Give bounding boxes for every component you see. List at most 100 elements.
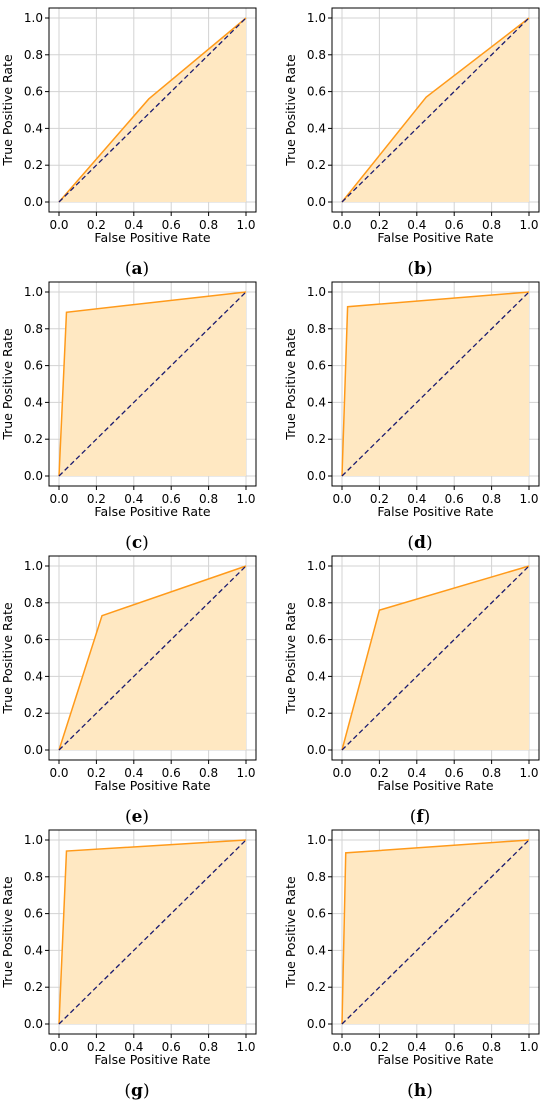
x-tick-label: 0.2 <box>370 218 389 232</box>
x-tick-label: 0.6 <box>445 218 464 232</box>
panel-caption: (a) <box>125 259 149 279</box>
y-tick-label: 1.0 <box>24 559 43 573</box>
y-tick-label: 0.0 <box>307 469 326 483</box>
caption-close-paren: ) <box>426 533 433 553</box>
caption-letter: e <box>132 807 143 827</box>
plot-frame <box>48 555 257 761</box>
x-tick-label: 0.0 <box>49 1040 68 1054</box>
roc-panel-f: 0.0 0.2 0.4 0.6 0.8 1.0 0.0 0.2 0.4 0.6 0.8 1.0 Fals… <box>283 555 540 827</box>
x-tick-label: 0.4 <box>407 492 426 506</box>
x-tick-label: 0.6 <box>445 492 464 506</box>
y-tick-label: 0.2 <box>307 158 326 172</box>
plot-frame <box>331 555 540 761</box>
chance-diagonal-line <box>58 291 247 477</box>
x-axis-label: False Positive Rate <box>94 778 210 793</box>
y-axis-label: True Positive Rate <box>0 328 15 441</box>
plot-frame <box>331 281 540 487</box>
y-tick-label: 0.2 <box>24 432 43 446</box>
x-tick-label: 0.4 <box>124 218 143 232</box>
y-axis-label: True Positive Rate <box>283 54 298 167</box>
caption-letter: g <box>131 1081 143 1101</box>
panel-caption: (d) <box>407 533 432 553</box>
chance-diagonal-line <box>341 17 530 203</box>
x-tick-label: 1.0 <box>519 1040 538 1054</box>
x-axis-label: False Positive Rate <box>377 504 493 519</box>
y-tick-label: 0.8 <box>307 48 326 62</box>
y-tick-label: 0.6 <box>307 359 326 373</box>
caption-open-paren: ( <box>407 533 414 553</box>
x-tick-label: 0.2 <box>87 218 106 232</box>
y-tick-label: 0.4 <box>24 943 43 957</box>
caption-letter: b <box>414 259 426 279</box>
caption-close-paren: ) <box>426 1081 433 1101</box>
x-tick-label: 0.2 <box>370 492 389 506</box>
x-tick-label: 0.6 <box>162 766 181 780</box>
x-tick-label: 0.0 <box>49 218 68 232</box>
panel-caption: (g) <box>124 1081 149 1101</box>
x-tick-label: 0.8 <box>482 218 501 232</box>
plot-frame <box>48 7 257 213</box>
x-tick-label: 0.4 <box>124 492 143 506</box>
chance-diagonal-line <box>58 17 247 203</box>
panel-caption: (h) <box>407 1081 433 1101</box>
y-axis-label: True Positive Rate <box>283 876 298 989</box>
y-axis-label: True Positive Rate <box>283 328 298 441</box>
roc-panel-d: 0.0 0.2 0.4 0.6 0.8 1.0 0.0 0.2 0.4 0.6 0.8 1.0 Fals… <box>283 281 540 553</box>
chance-diagonal-line <box>58 565 247 751</box>
caption-open-paren: ( <box>125 259 132 279</box>
x-tick-label: 0.2 <box>87 492 106 506</box>
y-tick-label: 0.0 <box>307 743 326 757</box>
caption-letter: f <box>416 807 425 827</box>
chance-diagonal-line <box>58 839 247 1025</box>
y-tick-label: 0.4 <box>307 395 326 409</box>
plot-frame <box>48 281 257 487</box>
x-tick-label: 0.4 <box>407 766 426 780</box>
roc-panel-b: 0.0 0.2 0.4 0.6 0.8 1.0 0.0 0.2 0.4 0.6 0.8 1.0 Fals… <box>283 7 540 279</box>
y-tick-label: 0.4 <box>24 395 43 409</box>
x-tick-label: 0.6 <box>162 1040 181 1054</box>
y-axis-label: True Positive Rate <box>0 54 15 167</box>
x-tick-label: 0.2 <box>87 766 106 780</box>
caption-open-paren: ( <box>124 1081 131 1101</box>
x-tick-label: 0.8 <box>199 218 218 232</box>
panel-caption: (f) <box>410 807 431 827</box>
roc-panel-g: 0.0 0.2 0.4 0.6 0.8 1.0 0.0 0.2 0.4 0.6 0.8 1.0 Fals… <box>0 829 257 1101</box>
y-tick-label: 0.8 <box>24 596 43 610</box>
x-tick-label: 0.8 <box>199 492 218 506</box>
x-tick-label: 0.0 <box>332 492 351 506</box>
y-tick-label: 1.0 <box>307 833 326 847</box>
x-tick-label: 0.8 <box>482 1040 501 1054</box>
y-tick-label: 1.0 <box>24 11 43 25</box>
x-tick-label: 1.0 <box>519 766 538 780</box>
caption-letter: c <box>132 533 142 553</box>
x-tick-label: 0.6 <box>445 766 464 780</box>
caption-open-paren: ( <box>125 533 132 553</box>
x-axis-label: False Positive Rate <box>377 1052 493 1067</box>
x-tick-label: 0.2 <box>370 766 389 780</box>
x-tick-label: 0.4 <box>124 766 143 780</box>
roc-panel-a: 0.0 0.2 0.4 0.6 0.8 1.0 0.0 0.2 0.4 0.6 0.8 1.0 Fals… <box>0 7 257 279</box>
y-tick-label: 0.4 <box>307 943 326 957</box>
x-axis-label: False Positive Rate <box>94 230 210 245</box>
y-tick-label: 0.0 <box>307 195 326 209</box>
y-tick-label: 0.8 <box>24 870 43 884</box>
y-tick-label: 0.4 <box>307 121 326 135</box>
y-tick-label: 0.8 <box>307 322 326 336</box>
y-axis-label: True Positive Rate <box>0 602 15 715</box>
plot-frame <box>331 7 540 213</box>
y-tick-label: 0.0 <box>24 469 43 483</box>
x-axis-label: False Positive Rate <box>377 230 493 245</box>
x-tick-label: 0.0 <box>332 218 351 232</box>
x-tick-label: 0.6 <box>162 218 181 232</box>
y-axis-label: True Positive Rate <box>283 602 298 715</box>
x-axis-label: False Positive Rate <box>94 1052 210 1067</box>
y-tick-label: 0.2 <box>24 980 43 994</box>
caption-close-paren: ) <box>424 807 431 827</box>
caption-open-paren: ( <box>407 1081 414 1101</box>
panel-caption: (b) <box>407 259 432 279</box>
x-tick-label: 1.0 <box>236 766 255 780</box>
y-tick-label: 0.2 <box>24 706 43 720</box>
x-tick-label: 0.4 <box>407 218 426 232</box>
y-tick-label: 0.8 <box>307 870 326 884</box>
